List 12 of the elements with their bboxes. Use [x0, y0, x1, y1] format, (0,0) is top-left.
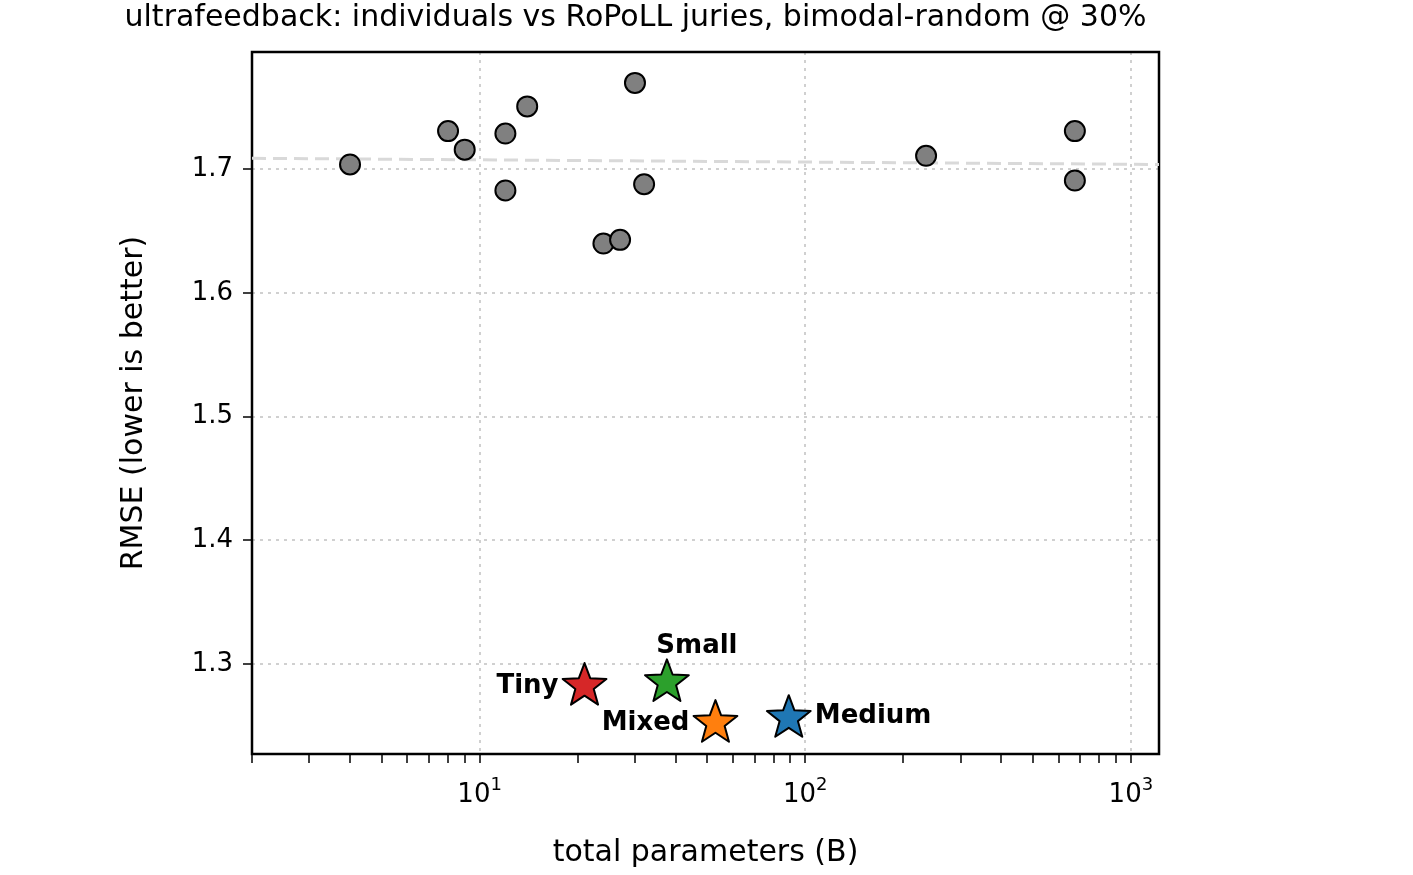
y-tick-label: 1.4 — [191, 522, 233, 553]
y-tick-label: 1.5 — [191, 399, 233, 430]
series-label: Tiny — [496, 668, 559, 699]
series-label: Mixed — [601, 705, 690, 736]
chart-title: ultrafeedback: individuals vs RoPoLL juries, bimodal-random @ 30% — [124, 0, 1147, 33]
x-axis-title: total parameters (B) — [552, 832, 859, 868]
y-tick-label: 1.7 — [191, 152, 233, 183]
series-label: Medium — [814, 698, 932, 729]
y-tick-label: 1.3 — [191, 646, 233, 677]
y-tick-label: 1.6 — [191, 275, 233, 306]
series-label: Small — [656, 629, 738, 660]
y-axis-title: RMSE (lower is better) — [113, 235, 149, 571]
